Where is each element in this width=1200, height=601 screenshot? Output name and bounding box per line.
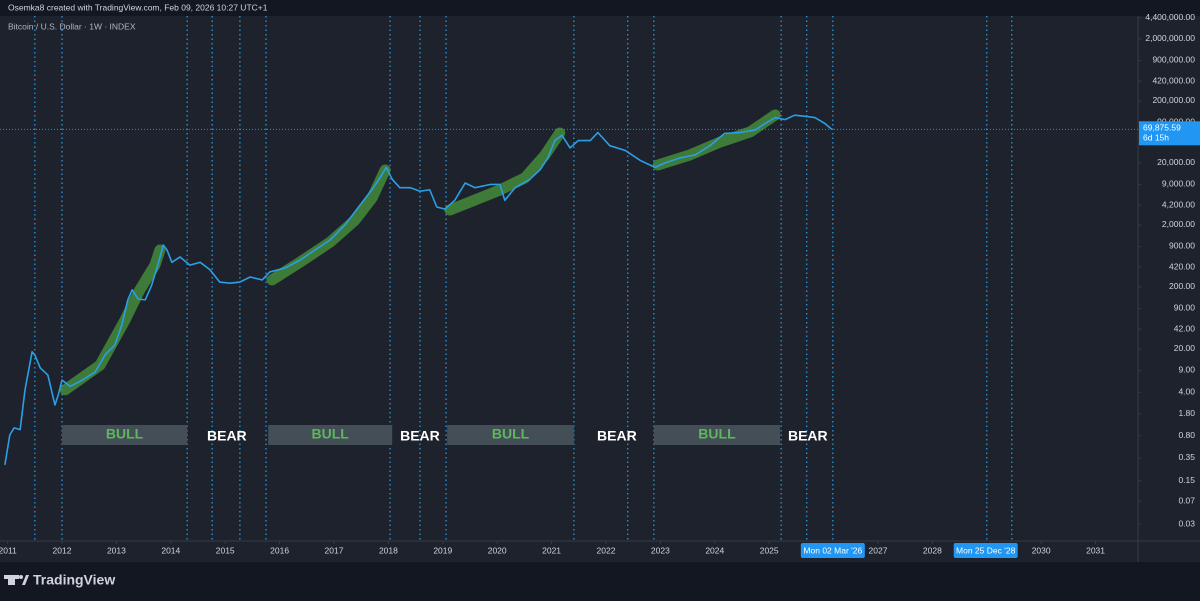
y-tick-label: 900.00 [1169, 241, 1195, 251]
y-tick-label: 200,000.00 [1152, 95, 1195, 105]
x-tick-label: 2022 [597, 545, 616, 555]
last-price-label: 69,875.59 [1143, 123, 1181, 133]
x-tick-label: 2019 [433, 545, 452, 555]
x-tick-label: 2024 [705, 545, 724, 555]
x-tick-label: 2031 [1086, 545, 1105, 555]
x-tick-label: 2028 [923, 545, 942, 555]
highlight-band [266, 164, 391, 286]
countdown-label: 6d 15h [1143, 133, 1169, 143]
highlight-band [444, 127, 566, 216]
bull-label: BULL [312, 426, 350, 442]
y-tick-label: 42.00 [1174, 323, 1196, 333]
x-tick-label: 2011 [0, 545, 17, 555]
x-tick-label: 2016 [270, 545, 289, 555]
x-tick-label: 2030 [1032, 545, 1051, 555]
x-tick-label: 2021 [542, 545, 561, 555]
y-tick-label: 900,000.00 [1152, 55, 1195, 65]
x-marker-label: Mon 25 Dec '28 [956, 545, 1016, 555]
y-tick-label: 4.00 [1178, 387, 1195, 397]
y-tick-label: 9.00 [1178, 365, 1195, 375]
x-marker-label: Mon 02 Mar '26 [803, 545, 862, 555]
y-tick-label: 2,000.00 [1162, 219, 1195, 229]
y-tick-label: 420.00 [1169, 261, 1195, 271]
y-tick-label: 4,200.00 [1162, 199, 1195, 209]
x-tick-label: 2012 [53, 545, 72, 555]
bear-label: BEAR [207, 428, 247, 444]
y-tick-label: 20,000.00 [1157, 157, 1195, 167]
header-bar [0, 0, 1200, 16]
x-tick-label: 2027 [869, 545, 888, 555]
bull-region [653, 425, 781, 445]
x-tick-label: 2014 [161, 545, 180, 555]
bear-label: BEAR [400, 428, 440, 444]
y-tick-label: 9,000.00 [1162, 179, 1195, 189]
y-tick-label: 0.07 [1178, 496, 1195, 506]
y-tick-label: 20.00 [1174, 343, 1196, 353]
y-tick-label: 2,000,000.00 [1145, 33, 1195, 43]
brand-logo [4, 575, 29, 585]
y-tick-label: 4,400,000.00 [1145, 12, 1195, 22]
y-tick-label: 420,000.00 [1152, 75, 1195, 85]
last-price-box [1139, 121, 1200, 146]
bull-region [268, 425, 393, 445]
x-tick-label: 2015 [216, 545, 235, 555]
bull-region [447, 425, 574, 445]
footer-bar [0, 562, 1200, 601]
bull-label: BULL [492, 426, 530, 442]
price-line [4, 114, 833, 466]
y-tick-label: 0.80 [1178, 430, 1195, 440]
brand: TradingView [33, 572, 115, 588]
x-tick-label: 2017 [325, 545, 344, 555]
bear-label: BEAR [788, 428, 828, 444]
y-tick-label: 1.80 [1178, 408, 1195, 418]
y-tick-label: 90.00 [1174, 303, 1196, 313]
x-tick-label: 2023 [651, 545, 670, 555]
header-text: Osemka8 created with TradingView.com, Fe… [8, 2, 268, 12]
bull-label: BULL [698, 426, 736, 442]
x-tick-label: 2025 [760, 545, 779, 555]
x-tick-label: 2018 [379, 545, 398, 555]
y-tick-label: 0.15 [1178, 475, 1195, 485]
bear-label: BEAR [597, 428, 637, 444]
x-marker-box [953, 543, 1018, 558]
chart-title: Bitcoin / U.S. Dollar · 1W · INDEX [8, 21, 136, 31]
y-tick-label: 0.35 [1178, 452, 1195, 462]
y-tick-label: 200.00 [1169, 281, 1195, 291]
bull-label: BULL [106, 426, 144, 442]
y-tick-label: 0.03 [1178, 518, 1195, 528]
bull-region [62, 425, 188, 445]
x-tick-label: 2020 [488, 545, 507, 555]
x-tick-label: 2013 [107, 545, 126, 555]
x-marker-box [800, 543, 865, 558]
highlight-band [59, 244, 166, 396]
